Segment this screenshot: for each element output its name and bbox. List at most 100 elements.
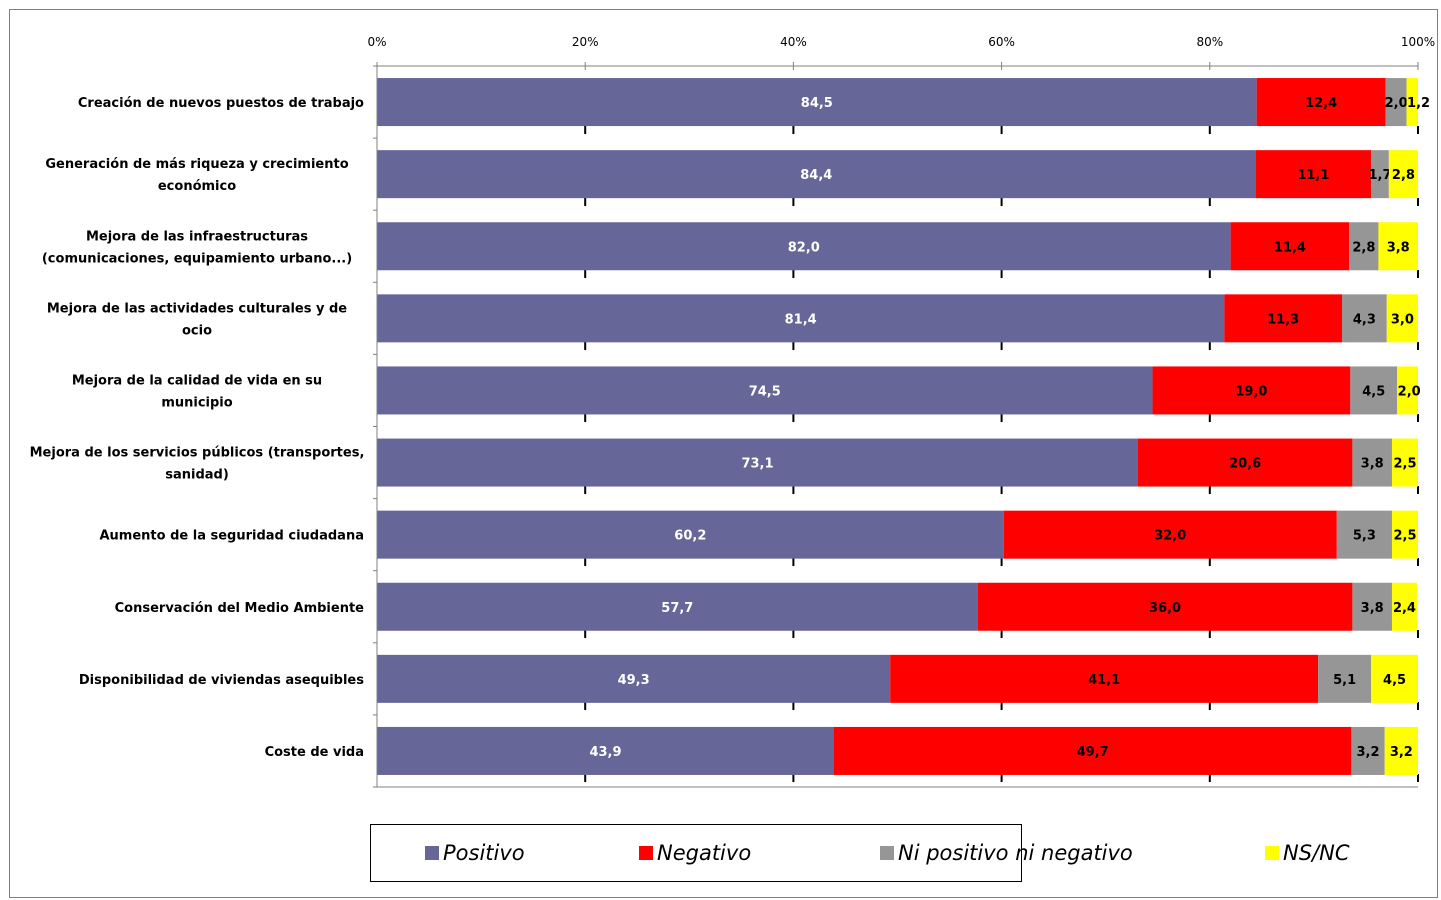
data-label-4-5: 2,0 xyxy=(1398,384,1421,399)
data-label-4-7: 2,5 xyxy=(1393,529,1416,544)
data-label-1-8: 57,7 xyxy=(661,601,693,616)
bar-4-5 xyxy=(1397,366,1418,415)
bar-4-4 xyxy=(1386,294,1418,343)
data-label-2-7: 32,0 xyxy=(1154,529,1186,544)
bar-4-2 xyxy=(1388,150,1418,199)
bar-2-6 xyxy=(1137,438,1353,487)
data-label-4-4: 3,0 xyxy=(1391,312,1414,327)
bar-2-1 xyxy=(1256,78,1386,127)
bar-2-3 xyxy=(1230,222,1350,271)
x-tick-label-5: 80% xyxy=(1196,35,1223,49)
category-label-2: Generación de más riqueza y crecimiento e… xyxy=(45,157,348,194)
bar-3-5 xyxy=(1350,366,1398,415)
bar-1-7 xyxy=(377,510,1004,559)
bar-1-6 xyxy=(377,438,1138,487)
legend-label-negativo: Negativo xyxy=(657,841,752,865)
x-tick-label-2: 20% xyxy=(572,35,599,49)
legend-swatch-positivo xyxy=(425,846,439,860)
bar-1-4 xyxy=(377,294,1225,343)
bar-4-6 xyxy=(1391,438,1418,487)
category-label-9: Disponibilidad de viviendas asequibles xyxy=(79,673,364,688)
category-label-3: Mejora de las infraestructuras (comunicac… xyxy=(42,229,352,266)
bar-1-5 xyxy=(377,366,1153,415)
bar-2-9 xyxy=(890,654,1319,703)
data-label-1-10: 43,9 xyxy=(589,745,621,760)
data-label-1-2: 84,4 xyxy=(800,168,832,183)
data-label-1-1: 84,5 xyxy=(801,96,833,111)
bar-4-8 xyxy=(1391,582,1417,631)
bar-3-7 xyxy=(1336,510,1392,559)
data-label-4-2: 2,8 xyxy=(1392,168,1415,183)
legend: Positivo Negativo Ni positivo ni negativ… xyxy=(370,824,1350,882)
category-label-1: Creación de nuevos puestos de trabajo xyxy=(78,96,364,111)
bar-4-7 xyxy=(1391,510,1418,559)
legend-swatch-negativo xyxy=(639,846,653,860)
bar-2-7 xyxy=(1003,510,1337,559)
data-label-2-5: 19,0 xyxy=(1235,384,1267,399)
data-label-1-9: 49,3 xyxy=(618,673,650,688)
bar-4-1 xyxy=(1406,78,1418,127)
x-tick-label-6: 100% xyxy=(1401,35,1435,49)
data-label-2-9: 41,1 xyxy=(1088,673,1120,688)
bar-3-2 xyxy=(1371,150,1389,199)
bar-4-9 xyxy=(1371,654,1418,703)
legend-swatch-nsnc xyxy=(1265,846,1279,860)
legend-label-positivo: Positivo xyxy=(443,841,525,865)
bar-2-4 xyxy=(1224,294,1343,343)
bar-1-8 xyxy=(377,582,978,631)
category-label-8: Conservación del Medio Ambiente xyxy=(115,601,365,616)
category-label-10: Coste de vida xyxy=(265,745,364,760)
x-tick-label-3: 40% xyxy=(780,35,807,49)
legend-label-nsnc: NS/NC xyxy=(1283,841,1350,865)
data-label-3-7: 5,3 xyxy=(1353,529,1376,544)
data-label-3-2: 1,7 xyxy=(1368,168,1391,183)
bar-1-1 xyxy=(377,78,1257,127)
bar-3-10 xyxy=(1351,726,1385,775)
data-label-2-8: 36,0 xyxy=(1149,601,1181,616)
data-label-3-10: 3,2 xyxy=(1357,745,1380,760)
category-label-6: Mejora de los servicios públicos (transp… xyxy=(30,446,365,483)
data-label-2-3: 11,4 xyxy=(1274,240,1306,255)
data-label-4-9: 4,5 xyxy=(1383,673,1406,688)
data-label-1-3: 82,0 xyxy=(788,240,820,255)
data-label-4-1: 1,2 xyxy=(1407,96,1430,111)
bar-2-10 xyxy=(833,726,1352,775)
category-label-4: Mejora de las actividades culturales y d… xyxy=(47,301,347,338)
data-label-3-5: 4,5 xyxy=(1362,384,1385,399)
bar-2-8 xyxy=(977,582,1353,631)
data-label-4-6: 2,5 xyxy=(1393,457,1416,472)
data-label-4-10: 3,2 xyxy=(1390,745,1413,760)
data-label-3-3: 2,8 xyxy=(1352,240,1375,255)
bar-3-8 xyxy=(1352,582,1392,631)
bar-3-4 xyxy=(1342,294,1387,343)
bar-3-1 xyxy=(1385,78,1407,127)
data-label-4-3: 3,8 xyxy=(1387,240,1410,255)
data-label-2-2: 11,1 xyxy=(1297,168,1329,183)
bar-3-6 xyxy=(1352,438,1392,487)
data-label-1-4: 81,4 xyxy=(785,312,817,327)
data-label-3-4: 4,3 xyxy=(1353,312,1376,327)
category-label-5: Mejora de la calidad de vida en su munici… xyxy=(72,373,322,410)
legend-item-nsnc: NS/NC xyxy=(1265,841,1350,865)
legend-item-ni-positivo-ni-negativo: Ni positivo ni negativo xyxy=(880,841,1133,865)
data-label-1-5: 74,5 xyxy=(749,384,781,399)
bar-1-2 xyxy=(377,150,1256,199)
legend-item-positivo: Positivo xyxy=(425,841,525,865)
bar-1-3 xyxy=(377,222,1231,271)
x-tick-label-4: 60% xyxy=(988,35,1015,49)
legend-swatch-ni-positivo-ni-negativo xyxy=(880,846,894,860)
data-label-2-4: 11,3 xyxy=(1267,312,1299,327)
data-label-2-6: 20,6 xyxy=(1229,457,1261,472)
data-label-3-8: 3,8 xyxy=(1361,601,1384,616)
data-label-1-6: 73,1 xyxy=(741,457,773,472)
bar-2-2 xyxy=(1255,150,1372,199)
data-label-3-6: 3,8 xyxy=(1361,457,1384,472)
data-label-1-7: 60,2 xyxy=(674,529,706,544)
data-label-4-8: 2,4 xyxy=(1393,601,1416,616)
bar-1-10 xyxy=(377,726,834,775)
bar-1-9 xyxy=(377,654,891,703)
legend-item-negativo: Negativo xyxy=(639,841,752,865)
x-tick-label-1: 0% xyxy=(367,35,386,49)
data-label-2-10: 49,7 xyxy=(1077,745,1109,760)
